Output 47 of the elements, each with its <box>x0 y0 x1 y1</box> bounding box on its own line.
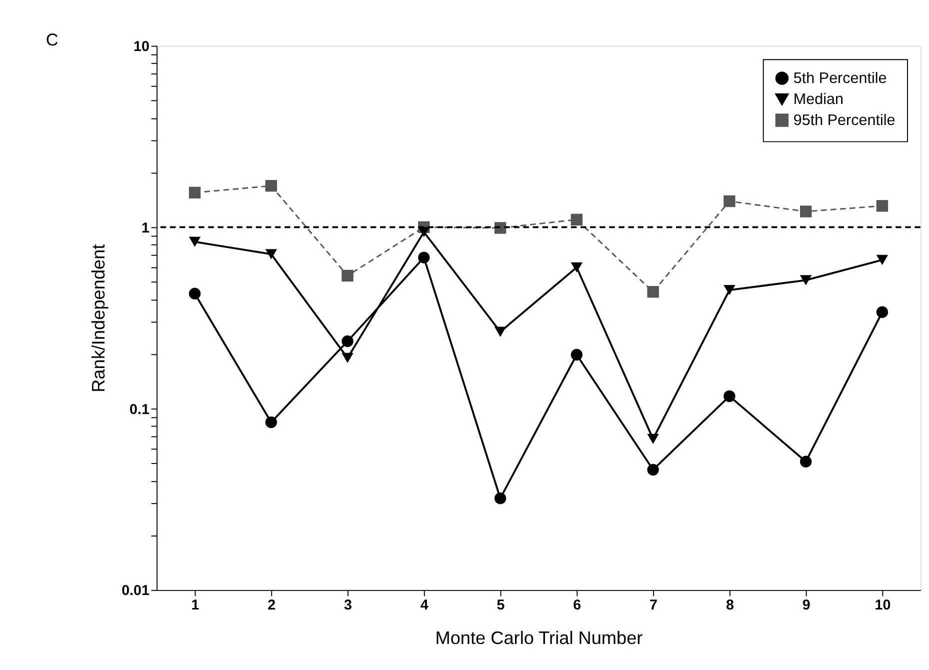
x-tick-label: 8 <box>726 598 734 614</box>
x-tick-label: 7 <box>650 598 658 614</box>
legend-label: 5th Percentile <box>793 70 887 87</box>
legend-label: Median <box>793 90 844 108</box>
point <box>800 206 812 218</box>
point <box>876 200 888 212</box>
x-tick-label: 1 <box>191 598 200 614</box>
point <box>570 262 583 272</box>
point <box>647 464 659 476</box>
y-tick-label: 0.01 <box>122 583 150 600</box>
point <box>342 270 354 282</box>
point <box>570 348 583 361</box>
point <box>188 288 201 300</box>
x-axis-title: Monte Carlo Trial Number <box>435 628 643 648</box>
point <box>876 306 888 318</box>
x-tick-label: 6 <box>573 598 582 614</box>
legend-label: 95th Percentile <box>793 112 896 129</box>
x-tick-label: 5 <box>496 598 505 614</box>
x-tick-label: 4 <box>420 598 428 614</box>
point <box>188 236 201 247</box>
x-tick-label: 3 <box>344 598 352 614</box>
point <box>342 352 354 364</box>
point <box>570 214 583 226</box>
x-tick-label: 10 <box>874 598 891 614</box>
point <box>265 416 278 428</box>
y-tick-label: 10 <box>134 39 150 55</box>
point <box>647 434 659 444</box>
x-tick-label: 2 <box>268 598 276 614</box>
point <box>800 275 812 286</box>
y-tick-label: 1 <box>141 220 150 236</box>
point <box>418 252 430 264</box>
point <box>876 254 888 265</box>
text: C <box>46 30 58 50</box>
point <box>188 186 201 198</box>
point <box>494 492 506 504</box>
point <box>494 326 506 337</box>
point <box>724 390 736 402</box>
point <box>724 285 736 296</box>
point <box>724 195 736 208</box>
x-tick-label: 9 <box>802 598 810 614</box>
y-axis-title: Rank/Independent <box>88 244 108 392</box>
point <box>265 180 278 192</box>
point <box>342 335 354 348</box>
point <box>265 249 278 260</box>
point <box>800 456 812 468</box>
y-tick-label: 0.1 <box>130 402 150 418</box>
point <box>647 286 659 298</box>
